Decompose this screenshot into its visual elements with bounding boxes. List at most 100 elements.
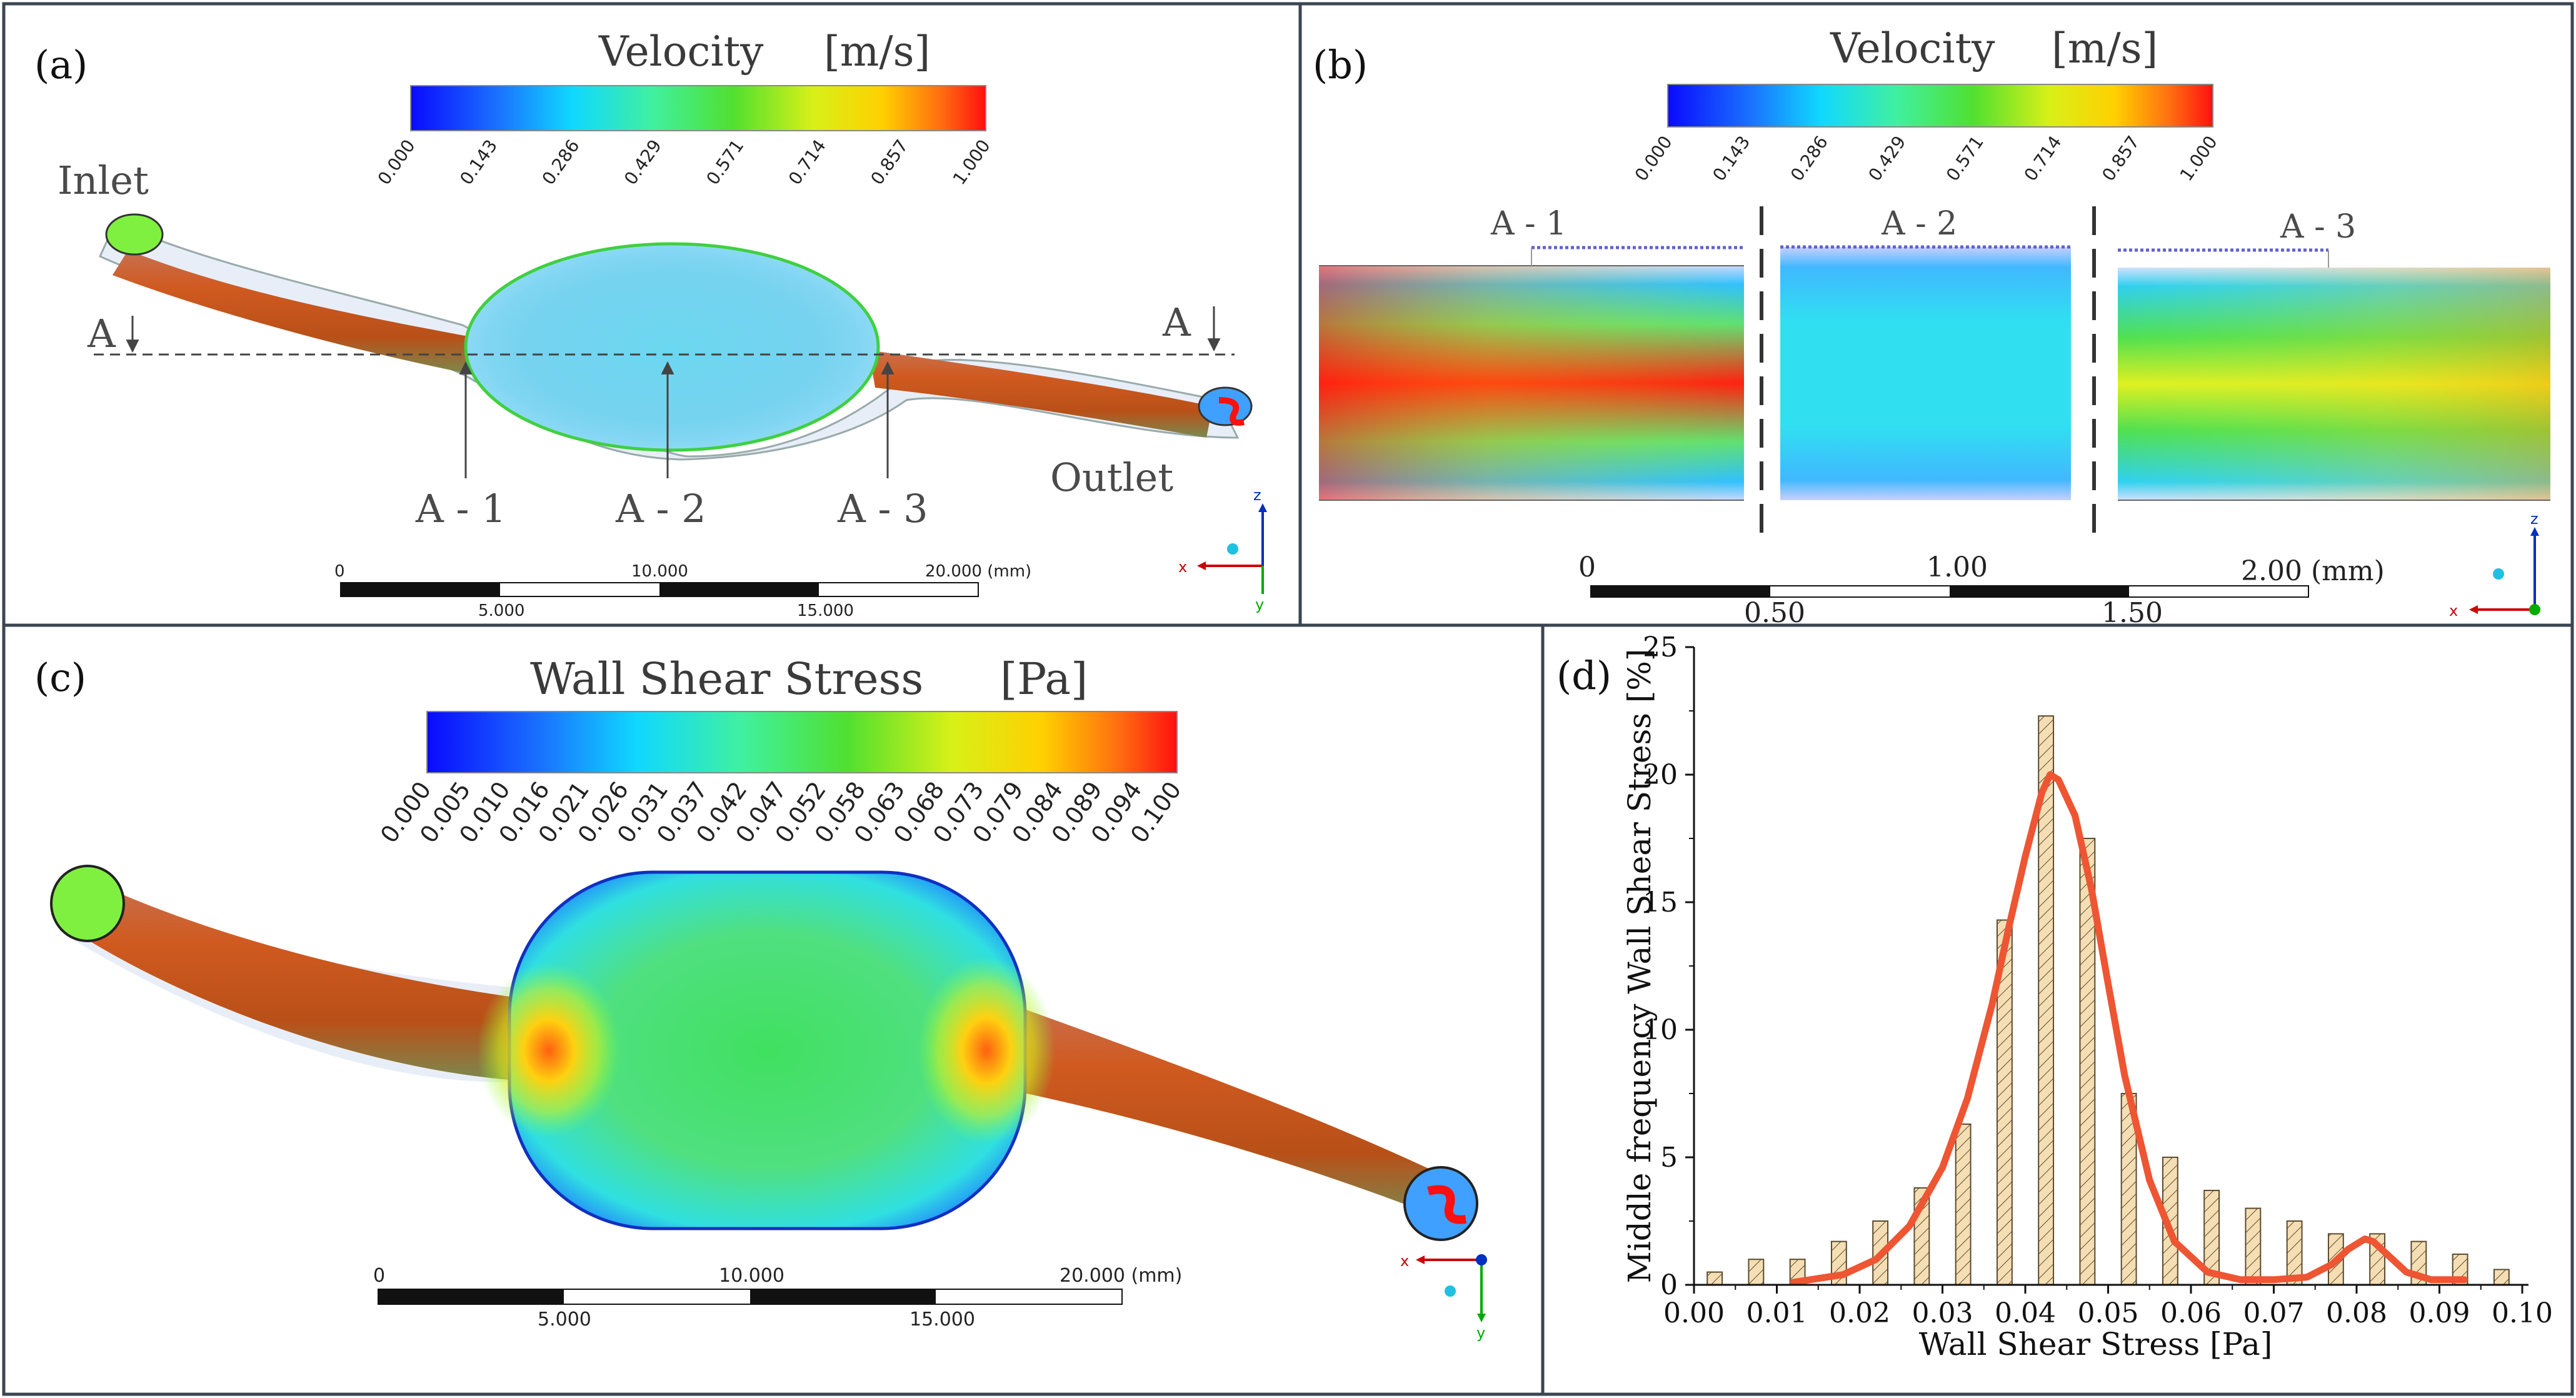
panel-a-colorbar-tick-2: 0.286 (538, 136, 584, 189)
panel-c-scale-15: 15.000 (910, 1309, 975, 1330)
panel-b-triad-x: x (2449, 602, 2458, 620)
panel-a-colorbar-tick-7: 1.000 (949, 136, 995, 189)
panel-b-section-a1 (1319, 246, 1744, 501)
panel-c-axis-triad: x y (1400, 1252, 1487, 1342)
panel-a: (a) Velocity [m/s] 0.000 0.143 0.286 0.429 0… (34, 28, 1267, 620)
panel-c-label: (c) (34, 655, 86, 700)
x-axis-label: Wall Shear Stress [Pa] (1919, 1326, 2273, 1362)
panel-b-section-a3 (2118, 248, 2550, 501)
y-tick-label-1: 5 (1660, 1142, 1678, 1174)
panel-a-colorbar-unit: [m/s] (824, 28, 930, 76)
panel-c-colorbar-title: Wall Shear Stress (530, 653, 923, 705)
panel-a-a1-label: A - 1 (415, 486, 506, 531)
x-tick-label-7: 0.07 (2243, 1297, 2305, 1329)
panel-b-scale-bar: 0 1.00 2.00 (mm) 0.50 1.50 (1578, 551, 2385, 629)
panel-b-colorbar-tick-2: 0.286 (1787, 132, 1832, 185)
panel-a-a2-label: A - 2 (615, 486, 706, 531)
x-tick-label-6: 0.06 (2160, 1297, 2222, 1329)
panel-b-axis-triad: x z (2449, 510, 2540, 620)
panel-a-section-marker-right: A (1162, 299, 1191, 345)
panel-c-outlet-face (1403, 1166, 1478, 1241)
panel-a-scale-20: 20.000 (mm) (925, 562, 1031, 581)
panel-a-scale-bar: 0 10.000 20.000 (mm) 5.000 15.000 (334, 562, 1031, 620)
y-axis-label: Middle frequency Wall Shear Stress [%] (1621, 649, 1658, 1284)
panel-c-scale-0: 0 (373, 1265, 385, 1287)
panel-b-scale-1: 1.00 (1927, 551, 1988, 583)
panel-a-colorbar-tick-0: 0.000 (374, 136, 419, 189)
panel-c-colorbar (426, 711, 1178, 773)
y-tick-label-3: 15 (1643, 887, 1678, 918)
x-tick-label-0: 0.00 (1663, 1297, 1725, 1329)
panel-a-chamber (464, 242, 880, 452)
x-tick-label-10: 0.10 (2492, 1297, 2553, 1329)
x-tick-label-2: 0.02 (1829, 1297, 1890, 1329)
y-tick-label-4: 20 (1643, 759, 1678, 791)
panel-b-colorbar (1667, 84, 2213, 128)
panel-c-scale-bar: 0 10.000 20.000 (mm) 5.000 15.000 (373, 1265, 1182, 1330)
panel-a-scale-0: 0 (334, 562, 345, 581)
panel-b-scale-2: 2.00 (mm) (2241, 555, 2385, 587)
panel-a-section-marker-left: A (87, 311, 116, 356)
histogram-bar-13 (2245, 1207, 2262, 1285)
panel-b-colorbar-tick-6: 0.857 (2098, 132, 2143, 185)
panel-b-colorbar-tick-3: 0.429 (1864, 132, 1910, 185)
panel-a-inlet-face (105, 213, 164, 256)
panel-a-scale-5: 5.000 (478, 601, 524, 620)
y-tick-label-2: 10 (1643, 1014, 1678, 1046)
panel-b-colorbar-tick-5: 0.714 (2020, 132, 2066, 185)
panel-d-label: (d) (1556, 653, 1611, 698)
panel-b-scale-0: 0 (1578, 551, 1596, 583)
panel-b-section-a2 (1780, 245, 2071, 500)
panel-a-triad-x: x (1178, 558, 1187, 576)
panel-d: (d) 0.00 0.01 0.02 0.03 0.04 0.05 0.06 0.07 0.08… (1556, 631, 2553, 1362)
panel-b-colorbar-unit: [m/s] (2052, 24, 2158, 73)
panel-b-label: (b) (1313, 42, 1368, 88)
panel-c-triad-x: x (1400, 1252, 1409, 1270)
y-tick-label-0: 0 (1660, 1269, 1678, 1301)
x-tick-label-1: 0.01 (1747, 1297, 1808, 1329)
panel-a-scale-15: 15.000 (797, 601, 854, 620)
panel-a-triad-y: y (1255, 596, 1264, 613)
panel-a-outlet-face (1198, 386, 1253, 426)
panel-a-triad-z: z (1253, 486, 1261, 504)
panel-a-a3-label: A - 3 (837, 486, 928, 531)
panel-c-scale-10: 10.000 (719, 1265, 784, 1287)
panel-b-colorbar-ticks: 0.000 0.143 0.286 0.429 0.571 0.714 0.857 1.000 (1631, 132, 2222, 185)
histogram-bar-1 (1748, 1259, 1765, 1285)
histogram-bar-6 (1955, 1123, 1972, 1285)
panel-b: (b) Velocity [m/s] 0.000 0.143 0.286 0.429 0… (1313, 24, 2550, 629)
x-tick-label-5: 0.05 (2078, 1297, 2139, 1329)
panel-c-scale-20: 20.000 (mm) (1060, 1265, 1182, 1287)
panel-b-colorbar-tick-0: 0.000 (1631, 132, 1676, 185)
y-tick-label-5: 25 (1643, 631, 1678, 663)
panel-c-inlet-face (50, 865, 125, 942)
panel-a-colorbar-tick-5: 0.714 (784, 136, 830, 189)
panel-a-colorbar (410, 85, 986, 131)
panel-c-scale-5: 5.000 (538, 1309, 591, 1330)
panel-a-colorbar-tick-6: 0.857 (866, 136, 912, 189)
panel-a-colorbar-tick-3: 0.429 (620, 136, 666, 189)
panel-a-label: (a) (34, 42, 88, 88)
panel-b-scale-15: 1.50 (2102, 597, 2163, 629)
panel-a-colorbar-tick-4: 0.571 (702, 136, 748, 189)
panel-b-colorbar-tick-4: 0.571 (1942, 132, 1988, 185)
histogram-bar-0 (1706, 1271, 1723, 1285)
panel-b-section-a3-label: A - 3 (2280, 208, 2356, 246)
panel-b-triad-z: z (2530, 510, 2538, 528)
panel-a-colorbar-title: Velocity (598, 28, 764, 76)
panel-a-outlet-label: Outlet (1050, 455, 1173, 500)
panel-c-colorbar-unit: [Pa] (1000, 653, 1088, 705)
x-tick-label-9: 0.09 (2409, 1297, 2470, 1329)
x-tick-label-8: 0.08 (2326, 1297, 2387, 1329)
panel-a-inlet-label: Inlet (58, 158, 149, 203)
panel-a-geometry (99, 213, 1253, 461)
panel-b-colorbar-tick-7: 1.000 (2176, 132, 2222, 185)
panel-c-colorbar-ticks: 0.0000.0050.0100.0160.0210.0260.0310.037… (375, 777, 1186, 848)
panel-b-colorbar-title: Velocity (1830, 24, 1995, 73)
panel-c-triad-y: y (1476, 1324, 1485, 1342)
panel-b-colorbar-tick-1: 0.143 (1708, 132, 1754, 185)
panel-c-geometry (50, 865, 1478, 1241)
chart-d: 0.00 0.01 0.02 0.03 0.04 0.05 0.06 0.07 0.08 0.09… (1621, 631, 2553, 1362)
